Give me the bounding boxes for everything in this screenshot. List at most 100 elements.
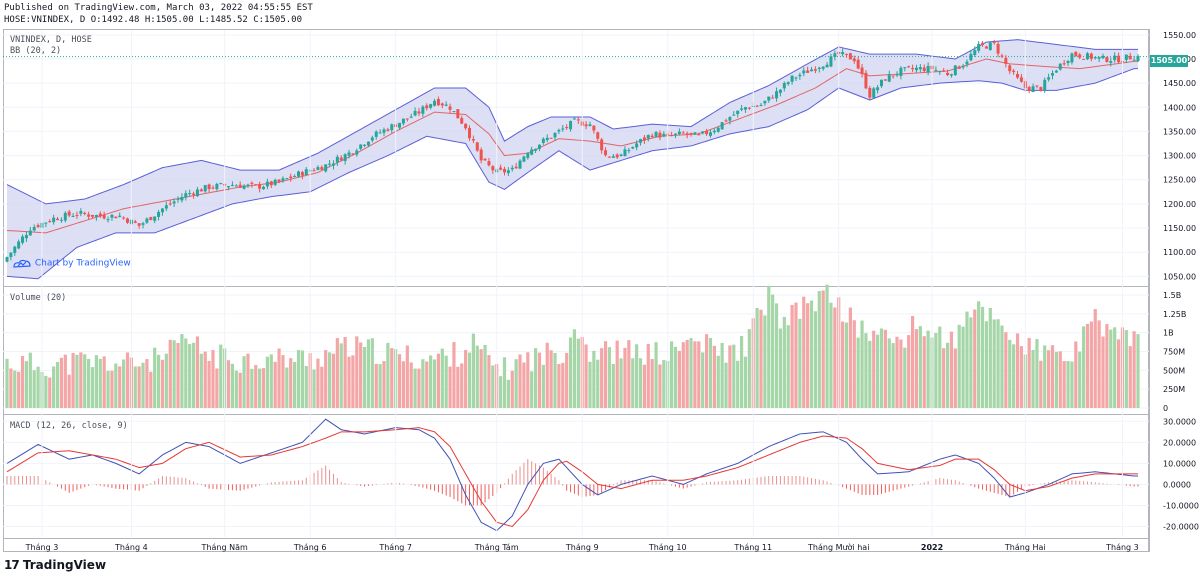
price-tick-label: 1200.00 <box>1163 200 1196 209</box>
candle-body <box>359 144 363 149</box>
volume-bar <box>238 372 242 408</box>
volume-bar <box>794 302 798 408</box>
candle-body <box>813 69 817 71</box>
volume-bar <box>316 358 320 408</box>
candle-body <box>767 96 771 101</box>
candle-body <box>557 129 561 132</box>
volume-bar <box>215 368 219 408</box>
candle-body <box>188 193 192 195</box>
volume-bar <box>1012 344 1016 408</box>
candle-body <box>514 166 518 169</box>
volume-bar <box>160 359 165 408</box>
volume-bar <box>106 370 110 408</box>
volume-bar <box>557 364 561 408</box>
volume-tick-label: 1B <box>1163 329 1174 338</box>
price-tick-label: 1050.00 <box>1163 272 1196 281</box>
volume-bar <box>425 361 429 408</box>
candle-body <box>565 127 569 129</box>
volume-bar <box>405 345 409 408</box>
volume-bar <box>526 352 530 408</box>
candle-body <box>1054 70 1058 73</box>
last-price-label: 1505.00 <box>1150 55 1188 67</box>
volume-bar <box>145 359 149 408</box>
candle-body <box>786 82 790 85</box>
candle-body <box>246 184 250 186</box>
candle-body <box>1113 55 1117 61</box>
candle-body <box>401 118 405 124</box>
candle-body <box>914 67 918 71</box>
volume-bar <box>825 284 829 408</box>
volume-bar <box>401 361 406 408</box>
candle-body <box>468 128 472 139</box>
volume-bar <box>774 303 779 408</box>
candle-body <box>561 128 565 130</box>
candle-body <box>32 226 36 231</box>
candle-body <box>526 153 530 158</box>
candle-body <box>623 149 627 157</box>
volume-bar <box>802 296 806 408</box>
candle-body <box>743 107 747 110</box>
volume-bar <box>1015 333 1020 408</box>
tradingview-watermark[interactable]: Chart by TradingView <box>12 258 131 269</box>
pane-separator-macd <box>3 414 1149 415</box>
volume-bar <box>1047 350 1051 408</box>
candle-body <box>180 197 184 201</box>
time-tick-label: Tháng 10 <box>648 543 687 552</box>
candle-body <box>199 189 203 192</box>
candle-body <box>740 108 744 110</box>
candle-body <box>242 185 246 189</box>
candle-body <box>1066 60 1070 64</box>
candle-body <box>856 59 860 69</box>
volume-bar <box>59 357 64 408</box>
volume-bar <box>471 333 475 408</box>
volume-bar <box>261 368 266 408</box>
price-tick-label: 1250.00 <box>1163 176 1196 185</box>
volume-bar <box>289 358 293 408</box>
volume-bar <box>1074 341 1078 408</box>
volume-bar <box>324 350 328 408</box>
tv-logo-text: TradingView <box>22 558 107 572</box>
volume-bar <box>246 353 250 408</box>
candle-body <box>440 103 444 106</box>
candle-body <box>553 132 557 138</box>
candle-body <box>9 252 13 258</box>
candle-body <box>172 201 176 204</box>
candle-body <box>75 214 79 216</box>
volume-bar <box>763 315 767 408</box>
candle-body <box>71 215 75 217</box>
volume-bar <box>607 347 612 408</box>
time-tick-label: Tháng Tám <box>474 543 519 552</box>
volume-bar <box>36 366 40 408</box>
tradingview-logo[interactable]: 17 TradingView <box>4 558 106 572</box>
volume-bar <box>79 352 83 408</box>
volume-bar <box>32 370 36 408</box>
volume-bar <box>1035 339 1039 408</box>
candle-body <box>868 87 872 98</box>
candle-body <box>145 218 149 223</box>
chart-frame <box>3 29 1149 552</box>
volume-bar <box>522 362 526 408</box>
volume-bar <box>670 341 674 408</box>
candle-body <box>195 189 199 197</box>
candle-body <box>433 100 437 106</box>
volume-pane-title[interactable]: Volume (20) <box>10 293 67 303</box>
volume-bar <box>658 364 662 408</box>
volume-bar <box>118 366 122 408</box>
candle-body <box>712 130 716 133</box>
volume-bar <box>918 326 922 408</box>
volume-bar <box>184 338 188 408</box>
candle-body <box>475 142 479 151</box>
volume-bar <box>922 336 926 408</box>
candle-body <box>366 141 370 146</box>
volume-bar <box>817 291 821 408</box>
candle-body <box>569 120 573 130</box>
volume-bar <box>910 315 915 408</box>
macd-pane-title[interactable]: MACD (12, 26, close, 9) <box>10 421 128 431</box>
bb-indicator-title[interactable]: BB (20, 2) <box>10 46 62 56</box>
volume-bar <box>518 354 522 408</box>
volume-bar <box>436 353 441 408</box>
candle-body <box>790 75 794 82</box>
price-tick-label: 1350.00 <box>1163 127 1196 136</box>
volume-bar <box>549 350 553 408</box>
